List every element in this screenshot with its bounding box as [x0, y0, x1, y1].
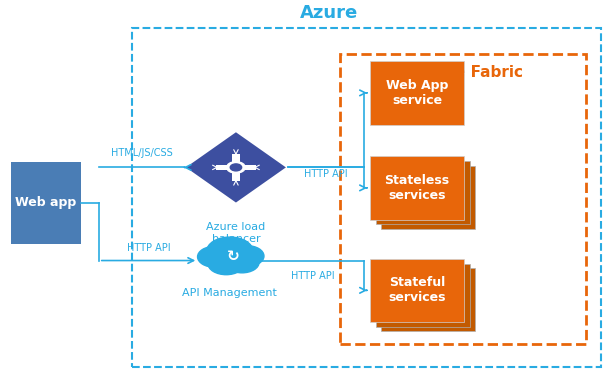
Circle shape — [207, 237, 253, 265]
Text: HTTP API: HTTP API — [291, 271, 335, 281]
Circle shape — [230, 246, 264, 267]
Circle shape — [198, 246, 232, 267]
Text: Service Fabric: Service Fabric — [402, 65, 523, 80]
Text: HTML/JS/CSS: HTML/JS/CSS — [111, 148, 173, 158]
Bar — [340, 54, 586, 344]
Bar — [381, 268, 476, 331]
Text: HTTP API: HTTP API — [304, 169, 348, 178]
Text: Web app: Web app — [15, 196, 76, 209]
Circle shape — [225, 252, 259, 273]
Text: Stateful
services: Stateful services — [389, 277, 446, 304]
Bar — [370, 156, 465, 219]
Bar — [132, 28, 602, 367]
Text: API Management: API Management — [182, 288, 277, 298]
Text: Azure: Azure — [300, 4, 359, 22]
Bar — [370, 61, 465, 124]
Text: Stateless
services: Stateless services — [384, 174, 450, 202]
Text: Web App
service: Web App service — [386, 79, 449, 107]
Circle shape — [226, 162, 245, 173]
Polygon shape — [184, 131, 288, 204]
Bar — [381, 165, 476, 229]
Circle shape — [230, 164, 242, 171]
Circle shape — [208, 252, 244, 275]
Bar — [376, 264, 471, 327]
Bar — [10, 162, 81, 244]
Bar — [233, 154, 239, 181]
Text: HTTP API: HTTP API — [127, 243, 170, 253]
Text: ↻: ↻ — [226, 249, 239, 264]
Text: Azure load
balancer: Azure load balancer — [206, 223, 266, 244]
Bar — [370, 259, 465, 322]
Bar — [376, 161, 471, 224]
Bar — [216, 165, 256, 170]
